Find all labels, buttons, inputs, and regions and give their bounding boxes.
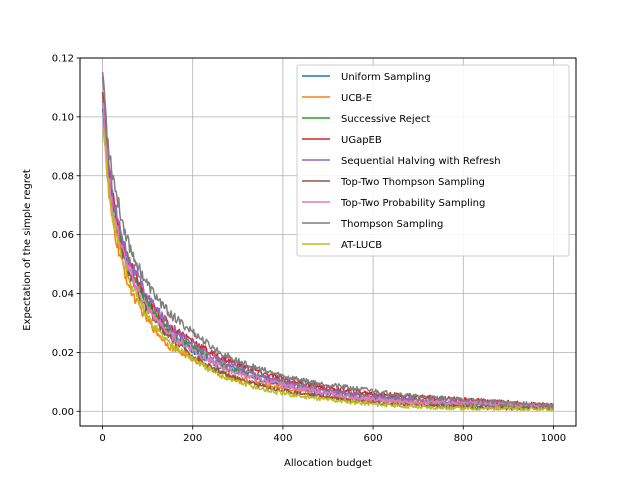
- legend-label: Successive Reject: [341, 114, 430, 125]
- legend-label: Top-Two Probability Sampling: [340, 198, 485, 209]
- x-tick-label: 800: [454, 433, 473, 444]
- y-tick-label: 0.02: [52, 348, 74, 359]
- series-line-7: [101, 76, 554, 408]
- x-tick-label: 1000: [541, 433, 566, 444]
- series-line-3: [101, 91, 554, 408]
- x-tick-label: 200: [183, 433, 202, 444]
- series-lines: [101, 71, 555, 412]
- legend-label: UCB-E: [341, 93, 372, 104]
- legend-label: Top-Two Thompson Sampling: [340, 177, 485, 188]
- x-tick-label: 400: [273, 433, 292, 444]
- legend-box: [296, 64, 570, 257]
- y-tick-label: 0.10: [52, 112, 74, 123]
- legend-label: AT-LUCB: [341, 240, 382, 251]
- plot-frame: [79, 57, 577, 427]
- y-tick-label: 0.04: [52, 289, 74, 300]
- legend-label: Thompson Sampling: [340, 219, 443, 230]
- y-axis-label: Expectation of the simple regret: [22, 169, 33, 331]
- y-tick-label: 0.08: [52, 171, 74, 182]
- y-tick-label: 0.00: [52, 407, 74, 418]
- legend-label: Sequential Halving with Refresh: [341, 156, 501, 167]
- y-axis-ticks: 0.00 0.02 0.04 0.06 0.08 0.10 0.12: [52, 54, 80, 418]
- x-tick-label: 600: [364, 433, 383, 444]
- series-line-8: [102, 127, 555, 412]
- x-axis-ticks: 0 200 400 600 800 1000: [99, 426, 566, 444]
- legend-label: UGapEB: [341, 135, 382, 146]
- x-axis-label: Allocation budget: [284, 458, 372, 469]
- x-tick-label: 0: [99, 433, 105, 444]
- y-tick-label: 0.06: [52, 230, 74, 241]
- legend-label: Uniform Sampling: [341, 72, 431, 83]
- y-tick-label: 0.12: [52, 54, 74, 65]
- legend: Uniform Sampling UCB-E Successive Reject UG…: [296, 64, 570, 257]
